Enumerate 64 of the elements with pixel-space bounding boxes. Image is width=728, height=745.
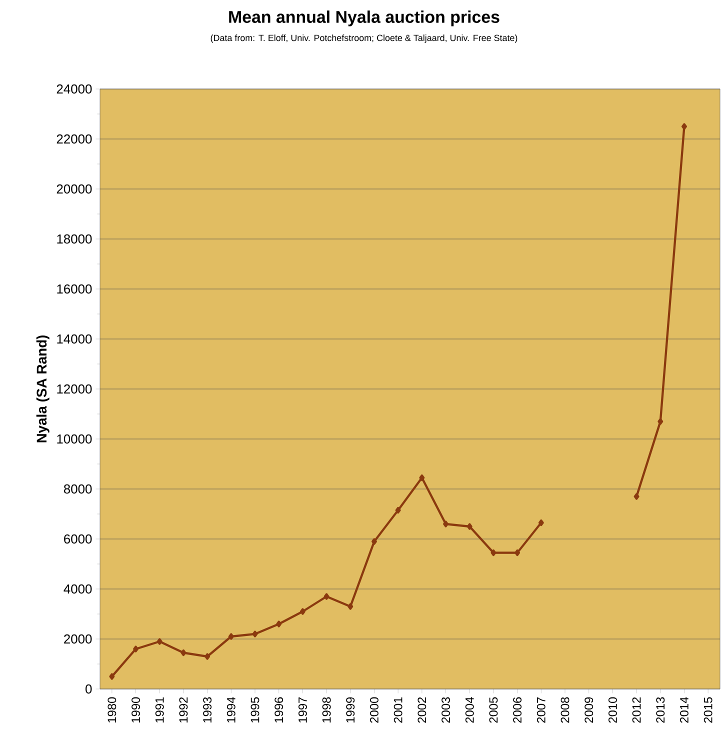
x-tick-label: 2000	[370, 697, 378, 723]
point	[395, 506, 401, 514]
x-tick-label: 2014	[680, 697, 688, 723]
point	[348, 603, 354, 610]
y-tick-label: 20000	[56, 184, 92, 194]
y-tick-label: 10000	[57, 434, 92, 444]
point	[658, 418, 664, 425]
point	[300, 608, 306, 615]
x-tick-label: 1991	[155, 697, 164, 722]
x-tick-label: 1992	[179, 697, 188, 722]
x-tick-label: 1998	[322, 697, 331, 722]
point	[109, 673, 115, 680]
y-tick-label: 2000	[64, 634, 92, 644]
point	[324, 593, 330, 600]
x-tick-label: 2005	[489, 697, 498, 723]
chart-subtitle: (Data from: T. Eloff, Univ. Potchefstroom; Cloete & Taljaard, Univ. Free State)	[210, 34, 518, 43]
x-tick-label: 1996	[274, 697, 284, 722]
y-tick-label: 8000	[64, 484, 92, 494]
point	[133, 646, 139, 652]
y-tick-label: 16000	[57, 284, 92, 294]
point	[443, 520, 449, 528]
x-tick-label: 2013	[656, 697, 665, 723]
y-tick-label: 0	[86, 684, 92, 694]
x-tick-label: 1993	[203, 697, 212, 722]
x-tick-label: 2010	[608, 697, 617, 723]
point	[252, 630, 258, 638]
y-axis-title: Nyala (SA Rand)	[36, 335, 50, 442]
x-tick-label: 2015	[704, 697, 712, 723]
point	[228, 633, 234, 640]
x-tick-label: 2008	[560, 697, 570, 723]
x-tick-label: 2009	[584, 697, 594, 723]
x-tick-label: 2003	[442, 697, 450, 723]
point	[634, 493, 640, 500]
x-tick-label: 2006	[513, 697, 522, 723]
x-tick-label: 2001	[394, 697, 402, 723]
point	[204, 653, 210, 660]
x-tick-label: 1995	[250, 697, 260, 722]
point	[371, 538, 377, 545]
y-tick-label: 6000	[64, 534, 92, 544]
x-tick-label: 1997	[298, 697, 307, 722]
chart-title: Mean annual Nyala auction prices	[229, 10, 500, 26]
y-tick-label: 4000	[64, 584, 92, 594]
point	[490, 549, 496, 556]
y-tick-label: 24000	[56, 84, 92, 94]
point	[682, 123, 687, 130]
y-tick-label: 18000	[57, 234, 92, 244]
x-tick-label: 1980	[108, 697, 116, 722]
x-tick-label: 2004	[465, 697, 474, 723]
x-tick-label: 1990	[132, 697, 140, 722]
x-tick-label: 1999	[346, 697, 355, 722]
x-tick-label: 2007	[536, 697, 546, 723]
point	[466, 523, 472, 530]
x-tick-label: 2012	[632, 697, 641, 723]
point	[419, 474, 425, 482]
y-tick-label: 14000	[57, 334, 92, 344]
y-tick-label: 22000	[56, 134, 92, 144]
point	[514, 549, 520, 556]
x-tick-label: 2002	[418, 697, 426, 723]
y-tick-label: 12000	[57, 384, 92, 394]
x-tick-label: 1994	[226, 697, 236, 722]
point	[180, 649, 186, 656]
point	[538, 519, 544, 526]
point	[276, 620, 282, 628]
point	[156, 638, 162, 645]
